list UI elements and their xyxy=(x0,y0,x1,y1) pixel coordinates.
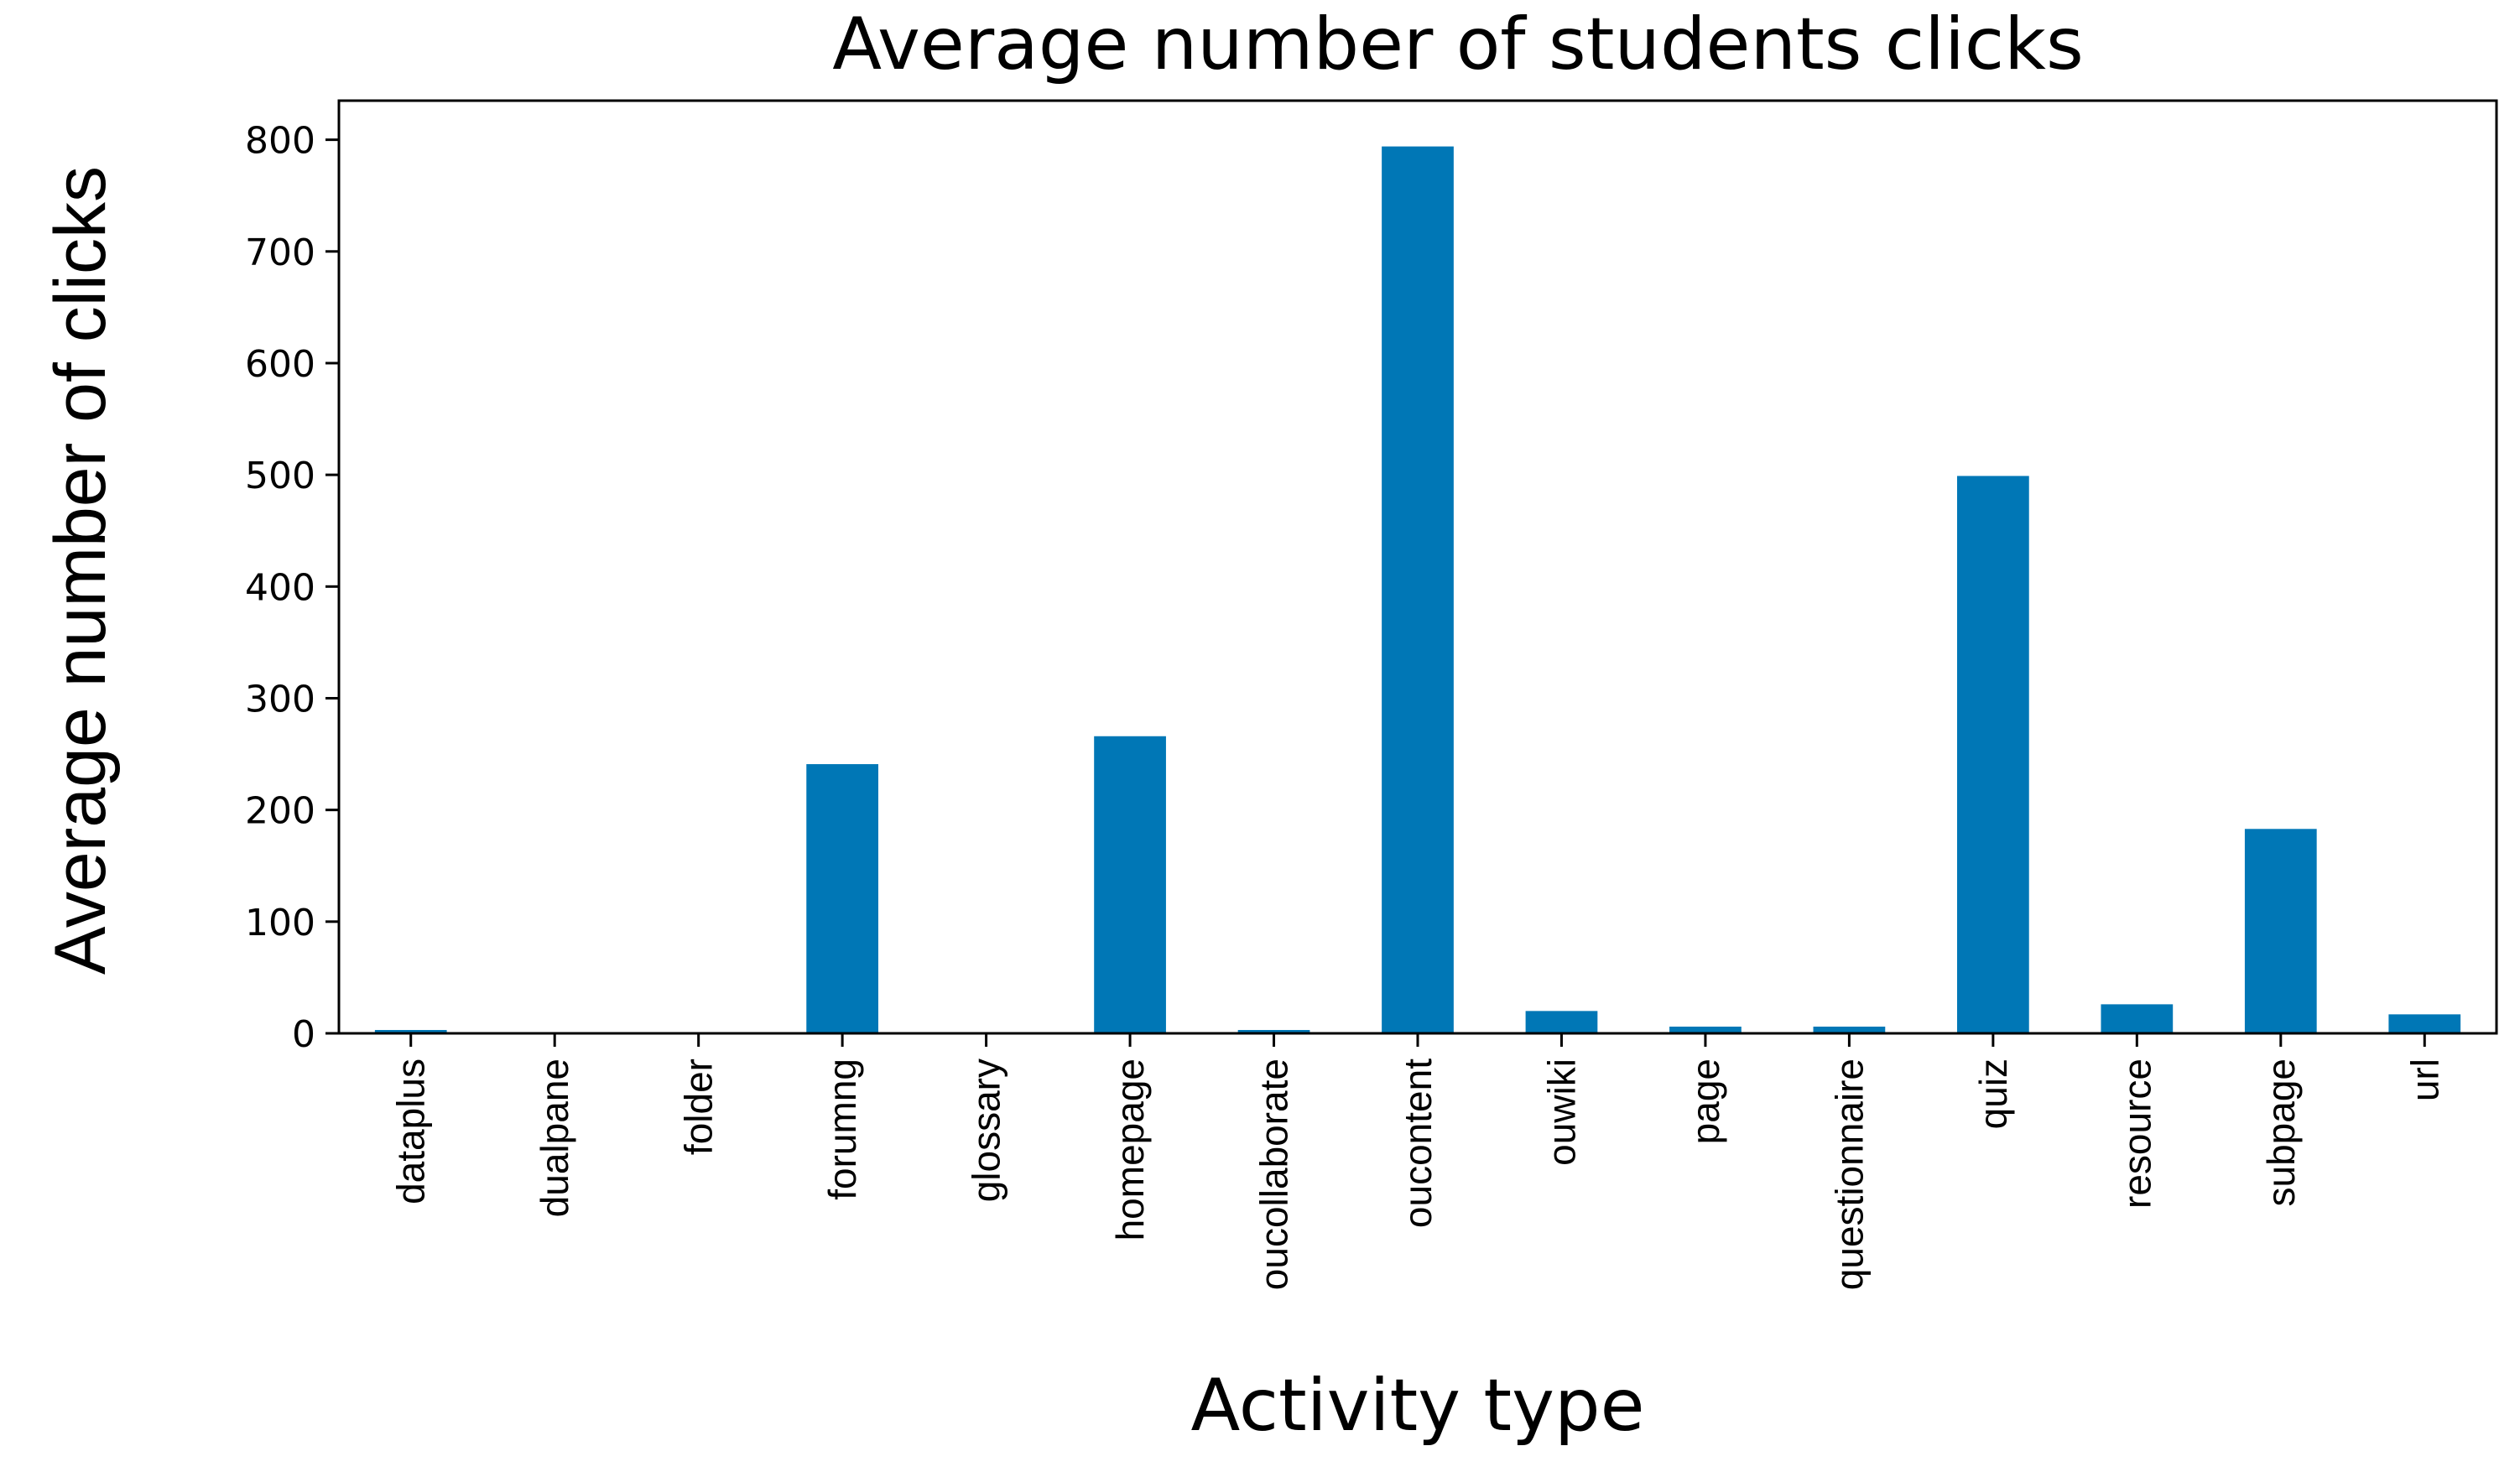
bar-oucontent xyxy=(1382,146,1454,1033)
bar-questionnaire xyxy=(1813,1027,1886,1033)
y-tick-label: 700 xyxy=(245,231,315,274)
y-tick-label: 600 xyxy=(245,343,315,386)
bar-page xyxy=(1669,1027,1742,1033)
x-tick-label: glossary xyxy=(965,1058,1008,1202)
bar-ouwiki xyxy=(1525,1011,1598,1033)
y-tick-label: 400 xyxy=(245,566,315,609)
y-tick-label: 800 xyxy=(245,120,315,163)
bars xyxy=(374,146,2461,1033)
y-tick-label: 200 xyxy=(245,790,315,833)
x-tick-label: dataplus xyxy=(389,1058,433,1204)
bar-oucollaborate xyxy=(1237,1030,1310,1033)
x-tick-label: folder xyxy=(677,1058,721,1155)
y-axis-label: Average number of clicks xyxy=(40,166,121,975)
x-tick-label: resource xyxy=(2115,1058,2158,1209)
x-tick-label: url xyxy=(2403,1058,2446,1101)
bar-dataplus xyxy=(374,1030,447,1033)
x-axis: dataplus dualpane folder forumng glossary hom… xyxy=(389,1033,2446,1290)
bar-quiz xyxy=(1957,476,2029,1033)
x-tick-label: page xyxy=(1684,1058,1727,1144)
x-tick-label: subpage xyxy=(2259,1058,2303,1207)
x-tick-label: homepage xyxy=(1108,1058,1152,1241)
x-tick-label: forumng xyxy=(820,1058,864,1200)
bar-url xyxy=(2388,1014,2461,1033)
y-tick-label: 100 xyxy=(245,902,315,944)
x-tick-label: dualpane xyxy=(533,1058,576,1217)
y-tick-label: 300 xyxy=(245,678,315,720)
x-tick-label: quiz xyxy=(1971,1058,2015,1129)
x-tick-label: oucollaborate xyxy=(1252,1058,1296,1290)
x-tick-label: ouwiki xyxy=(1539,1058,1583,1166)
x-tick-label: questionnaire xyxy=(1827,1058,1871,1290)
y-tick-label: 0 xyxy=(292,1013,315,1056)
bar-resource xyxy=(2101,1004,2174,1033)
y-axis: 0 100 200 300 400 500 600 700 800 xyxy=(245,120,339,1056)
x-axis-label: Activity type xyxy=(1190,1364,1644,1448)
x-tick-label: oucontent xyxy=(1396,1058,1440,1228)
bar-forumng xyxy=(806,764,878,1033)
bar-homepage xyxy=(1094,736,1166,1033)
plot-area xyxy=(337,99,2498,1035)
bar-subpage xyxy=(2244,829,2317,1033)
y-tick-label: 500 xyxy=(245,455,315,497)
chart-title: Average number of students clicks xyxy=(832,3,2084,86)
